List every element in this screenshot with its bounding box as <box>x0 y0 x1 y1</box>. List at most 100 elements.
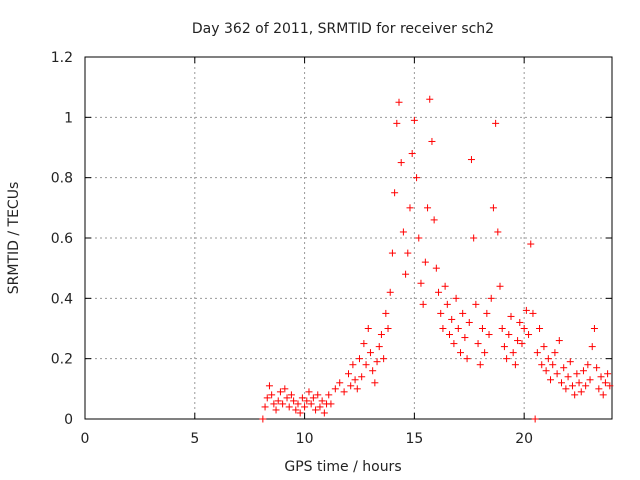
data-point <box>560 364 568 372</box>
y-tick-label: 0.6 <box>51 231 73 247</box>
data-point <box>487 294 495 302</box>
data-point <box>507 312 515 320</box>
data-point <box>283 394 291 402</box>
data-point <box>265 382 273 390</box>
data-point <box>454 325 462 332</box>
data-point <box>366 349 374 357</box>
data-point <box>483 309 491 317</box>
data-point <box>538 361 546 369</box>
data-point <box>540 343 548 351</box>
data-point <box>424 204 432 212</box>
data-point <box>551 349 559 357</box>
data-point <box>439 325 447 332</box>
data-point <box>582 382 590 390</box>
data-point <box>377 331 385 339</box>
data-point <box>301 403 309 411</box>
data-point <box>263 394 271 402</box>
data-point <box>584 361 592 369</box>
data-point <box>430 216 438 224</box>
x-ticks: 0 5 10 15 20 <box>81 57 533 447</box>
data-point <box>320 409 328 417</box>
plot-frame <box>84 56 613 420</box>
data-point <box>296 409 304 417</box>
data-point <box>441 282 449 290</box>
data-point <box>503 355 511 363</box>
data-point <box>456 349 464 357</box>
data-point <box>410 116 418 124</box>
data-point <box>601 379 609 387</box>
data-point <box>355 355 363 363</box>
y-ticks: 0 0.2 0.4 0.6 0.8 1 1.2 <box>51 50 612 428</box>
data-point <box>364 325 372 332</box>
data-point <box>568 382 576 390</box>
data-point <box>461 334 469 342</box>
data-point <box>268 391 276 399</box>
data-point <box>459 309 467 317</box>
data-point <box>577 388 585 396</box>
data-point <box>327 400 335 408</box>
data-point <box>527 240 535 248</box>
data-point <box>345 370 352 378</box>
data-point <box>474 340 482 348</box>
data-point <box>452 294 460 302</box>
data-point <box>421 258 429 266</box>
data-point <box>514 337 522 345</box>
data-point <box>564 373 572 381</box>
data-point <box>437 309 445 317</box>
data-point <box>481 349 489 357</box>
data-point <box>417 279 425 287</box>
data-point <box>404 249 412 257</box>
data-point <box>542 367 550 375</box>
data-point <box>476 361 484 369</box>
data-point <box>371 379 379 387</box>
data-point <box>557 379 565 387</box>
data-point <box>522 306 530 314</box>
data-point <box>516 318 524 326</box>
data-point <box>397 159 405 167</box>
data-point <box>349 361 357 369</box>
data-point <box>463 355 471 363</box>
y-tick-label: 0.4 <box>51 291 73 307</box>
data-point <box>553 370 561 378</box>
data-point <box>472 300 480 308</box>
data-point <box>336 379 344 387</box>
data-point <box>347 382 355 390</box>
data-point <box>599 391 607 399</box>
x-tick-label: 0 <box>81 431 90 447</box>
x-tick-label: 10 <box>296 431 314 447</box>
data-point <box>520 325 528 332</box>
data-point <box>485 331 493 339</box>
data-point <box>586 376 594 384</box>
data-point <box>274 397 282 405</box>
data-point <box>388 249 396 257</box>
data-point <box>446 331 454 339</box>
y-tick-label: 1 <box>64 110 73 126</box>
data-point <box>362 361 370 369</box>
data-point <box>276 388 284 396</box>
data-point <box>426 95 434 103</box>
data-point <box>478 325 486 332</box>
data-point <box>360 340 368 348</box>
data-point <box>579 367 587 375</box>
data-point <box>531 415 539 423</box>
data-point <box>590 325 598 332</box>
data-point <box>575 379 583 387</box>
data-point <box>391 189 399 197</box>
data-point <box>316 403 324 411</box>
y-tick-label: 0.8 <box>51 171 73 187</box>
data-point <box>393 119 401 127</box>
data-point <box>272 406 280 414</box>
data-point <box>406 204 414 212</box>
data-point <box>298 394 306 402</box>
data-point <box>382 309 390 317</box>
data-point <box>285 403 293 411</box>
data-point <box>549 361 557 369</box>
data-point <box>498 325 506 332</box>
data-point <box>415 234 423 242</box>
data-point <box>500 343 508 351</box>
data-point <box>307 400 315 408</box>
data-point <box>562 385 570 393</box>
data-point <box>386 288 394 296</box>
x-axis-label: GPS time / hours <box>284 459 401 475</box>
data-point <box>353 385 361 393</box>
